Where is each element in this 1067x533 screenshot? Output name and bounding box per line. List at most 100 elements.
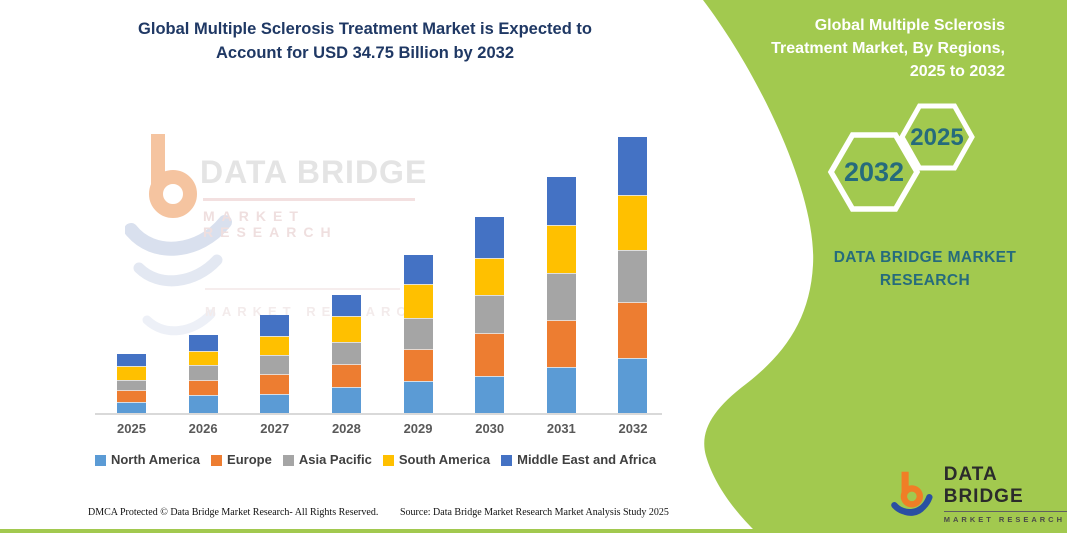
bar-segment-asia-pacific [618,249,648,302]
bar-segment-europe [475,333,505,376]
legend-item-middle-east-and-africa: Middle East and Africa [501,452,656,467]
legend-marker-asia-pacific [282,455,294,466]
bar-2028 [331,295,361,414]
chart-title-line2: Account for USD 34.75 Billion by 2032 [216,43,514,62]
panel-brand-line2: RESEARCH [879,272,971,290]
x-axis-labels: 2025 2026 2027 2028 2029 2030 2031 2032 [95,421,662,439]
hexagon-badges: 2025 2032 [827,103,975,212]
bar-segment-middle-east-and-africa [475,217,505,259]
chart-title: Global Multiple Sclerosis Treatment Mark… [75,18,655,66]
bar-segment-asia-pacific [260,355,290,374]
x-axis-label-2025: 2025 [117,421,146,436]
logo-name: DATA BRIDGE [943,464,1024,507]
legend-marker-middle-east-and-africa [501,455,513,466]
bar-segment-middle-east-and-africa [188,335,218,352]
hexagon-2032 [827,132,921,212]
x-axis-label-2030: 2030 [475,421,505,436]
bar-segment-asia-pacific [403,318,433,350]
bar-segment-south-america [546,224,576,273]
bar-segment-europe [260,374,290,394]
bar-segment-europe [117,389,146,402]
bar-segment-europe [331,363,361,387]
footer-source-text: Source: Data Bridge Market Research Mark… [400,507,669,518]
green-panel-blob [703,0,1067,533]
bar-segment-middle-east-and-africa [403,255,433,285]
hexagon-2025 [899,103,975,171]
legend-label-south-america: South America [398,452,491,467]
data-bridge-logo-icon [891,471,933,516]
bar-segment-middle-east-and-africa [546,176,576,225]
bar-segment-middle-east-and-africa [618,137,648,195]
bar-segment-south-america [260,336,290,356]
bar-2029 [403,255,433,414]
plot-area [95,124,662,414]
bar-segment-north-america [331,386,361,414]
panel-title-line1: Global Multiple Sclerosis [814,17,1005,34]
logo-text: DATA BRIDGE MARKET RESEARCH [943,464,1067,524]
bar-segment-europe [618,301,648,358]
legend-item-asia-pacific: Asia Pacific [282,452,372,467]
bar-segment-north-america [403,381,433,414]
legend-item-europe: Europe [211,452,272,467]
panel-brand-line1: DATA BRIDGE MARKET [833,249,1017,266]
brand-logo: DATA BRIDGE MARKET RESEARCH [888,464,1067,524]
chart-title-line1: Global Multiple Sclerosis Treatment Mark… [138,20,592,38]
bar-segment-europe [546,319,576,367]
x-axis-label-2032: 2032 [618,421,648,436]
legend-label-middle-east-and-africa: Middle East and Africa [517,452,657,467]
bar-segment-middle-east-and-africa [260,315,290,337]
bar-segment-asia-pacific [331,341,361,364]
legend-marker-south-america [382,455,394,466]
legend-label-europe: Europe [227,452,272,467]
x-axis-label-2031: 2031 [546,421,576,436]
bar-segment-asia-pacific [117,379,146,390]
panel-title: Global Multiple Sclerosis Treatment Mark… [740,14,1005,84]
bar-segment-south-america [475,258,505,296]
x-axis-label-2026: 2026 [188,421,218,436]
bar-segment-north-america [475,375,505,414]
legend-item-south-america: South America [382,452,491,467]
logo-subtitle: MARKET RESEARCH [943,511,1067,524]
hexagon-2032-label: 2032 [844,157,904,187]
bar-segment-north-america [117,401,146,414]
panel-title-line2: Treatment Market, By Regions, [771,40,1005,58]
bar-2025 [117,353,146,414]
legend-label-asia-pacific: Asia Pacific [298,452,372,467]
x-axis-line [95,413,662,415]
x-axis-label-2028: 2028 [331,421,361,436]
bar-2026 [188,335,218,414]
legend-label-north-america: North America [110,452,201,467]
panel-title-line3: 2025 to 2032 [909,63,1005,81]
panel-brand-text: DATA BRIDGE MARKET RESEARCH [795,246,1055,293]
bar-segment-north-america [546,366,576,414]
bar-segment-north-america [260,394,290,414]
bar-2030 [475,217,505,414]
legend-marker-europe [211,455,223,466]
bar-segment-asia-pacific [475,295,505,334]
hexagon-2025-label: 2025 [910,124,963,151]
bar-segment-middle-east-and-africa [331,295,361,316]
legend-marker-north-america [94,455,106,466]
bar-segment-europe [188,380,218,396]
bar-segment-south-america [403,284,433,319]
bar-2031 [546,176,576,414]
bar-2027 [260,315,290,414]
bar-2032 [618,137,648,414]
bar-segment-south-america [618,194,648,250]
bar-segment-north-america [188,395,218,414]
footer-dmca-text: DMCA Protected © Data Bridge Market Rese… [88,507,379,518]
bar-segment-north-america [618,357,648,414]
bar-segment-asia-pacific [188,365,218,381]
bar-segment-europe [403,349,433,381]
x-axis-label-2027: 2027 [260,421,290,436]
bar-segment-south-america [117,365,146,380]
bar-segment-south-america [331,315,361,342]
bar-segment-south-america [188,351,218,366]
x-axis-label-2029: 2029 [403,421,433,436]
legend-item-north-america: North America [94,452,201,467]
bar-segment-asia-pacific [546,272,576,320]
bar-segment-middle-east-and-africa [117,353,146,366]
bottom-green-strip [0,529,1067,533]
